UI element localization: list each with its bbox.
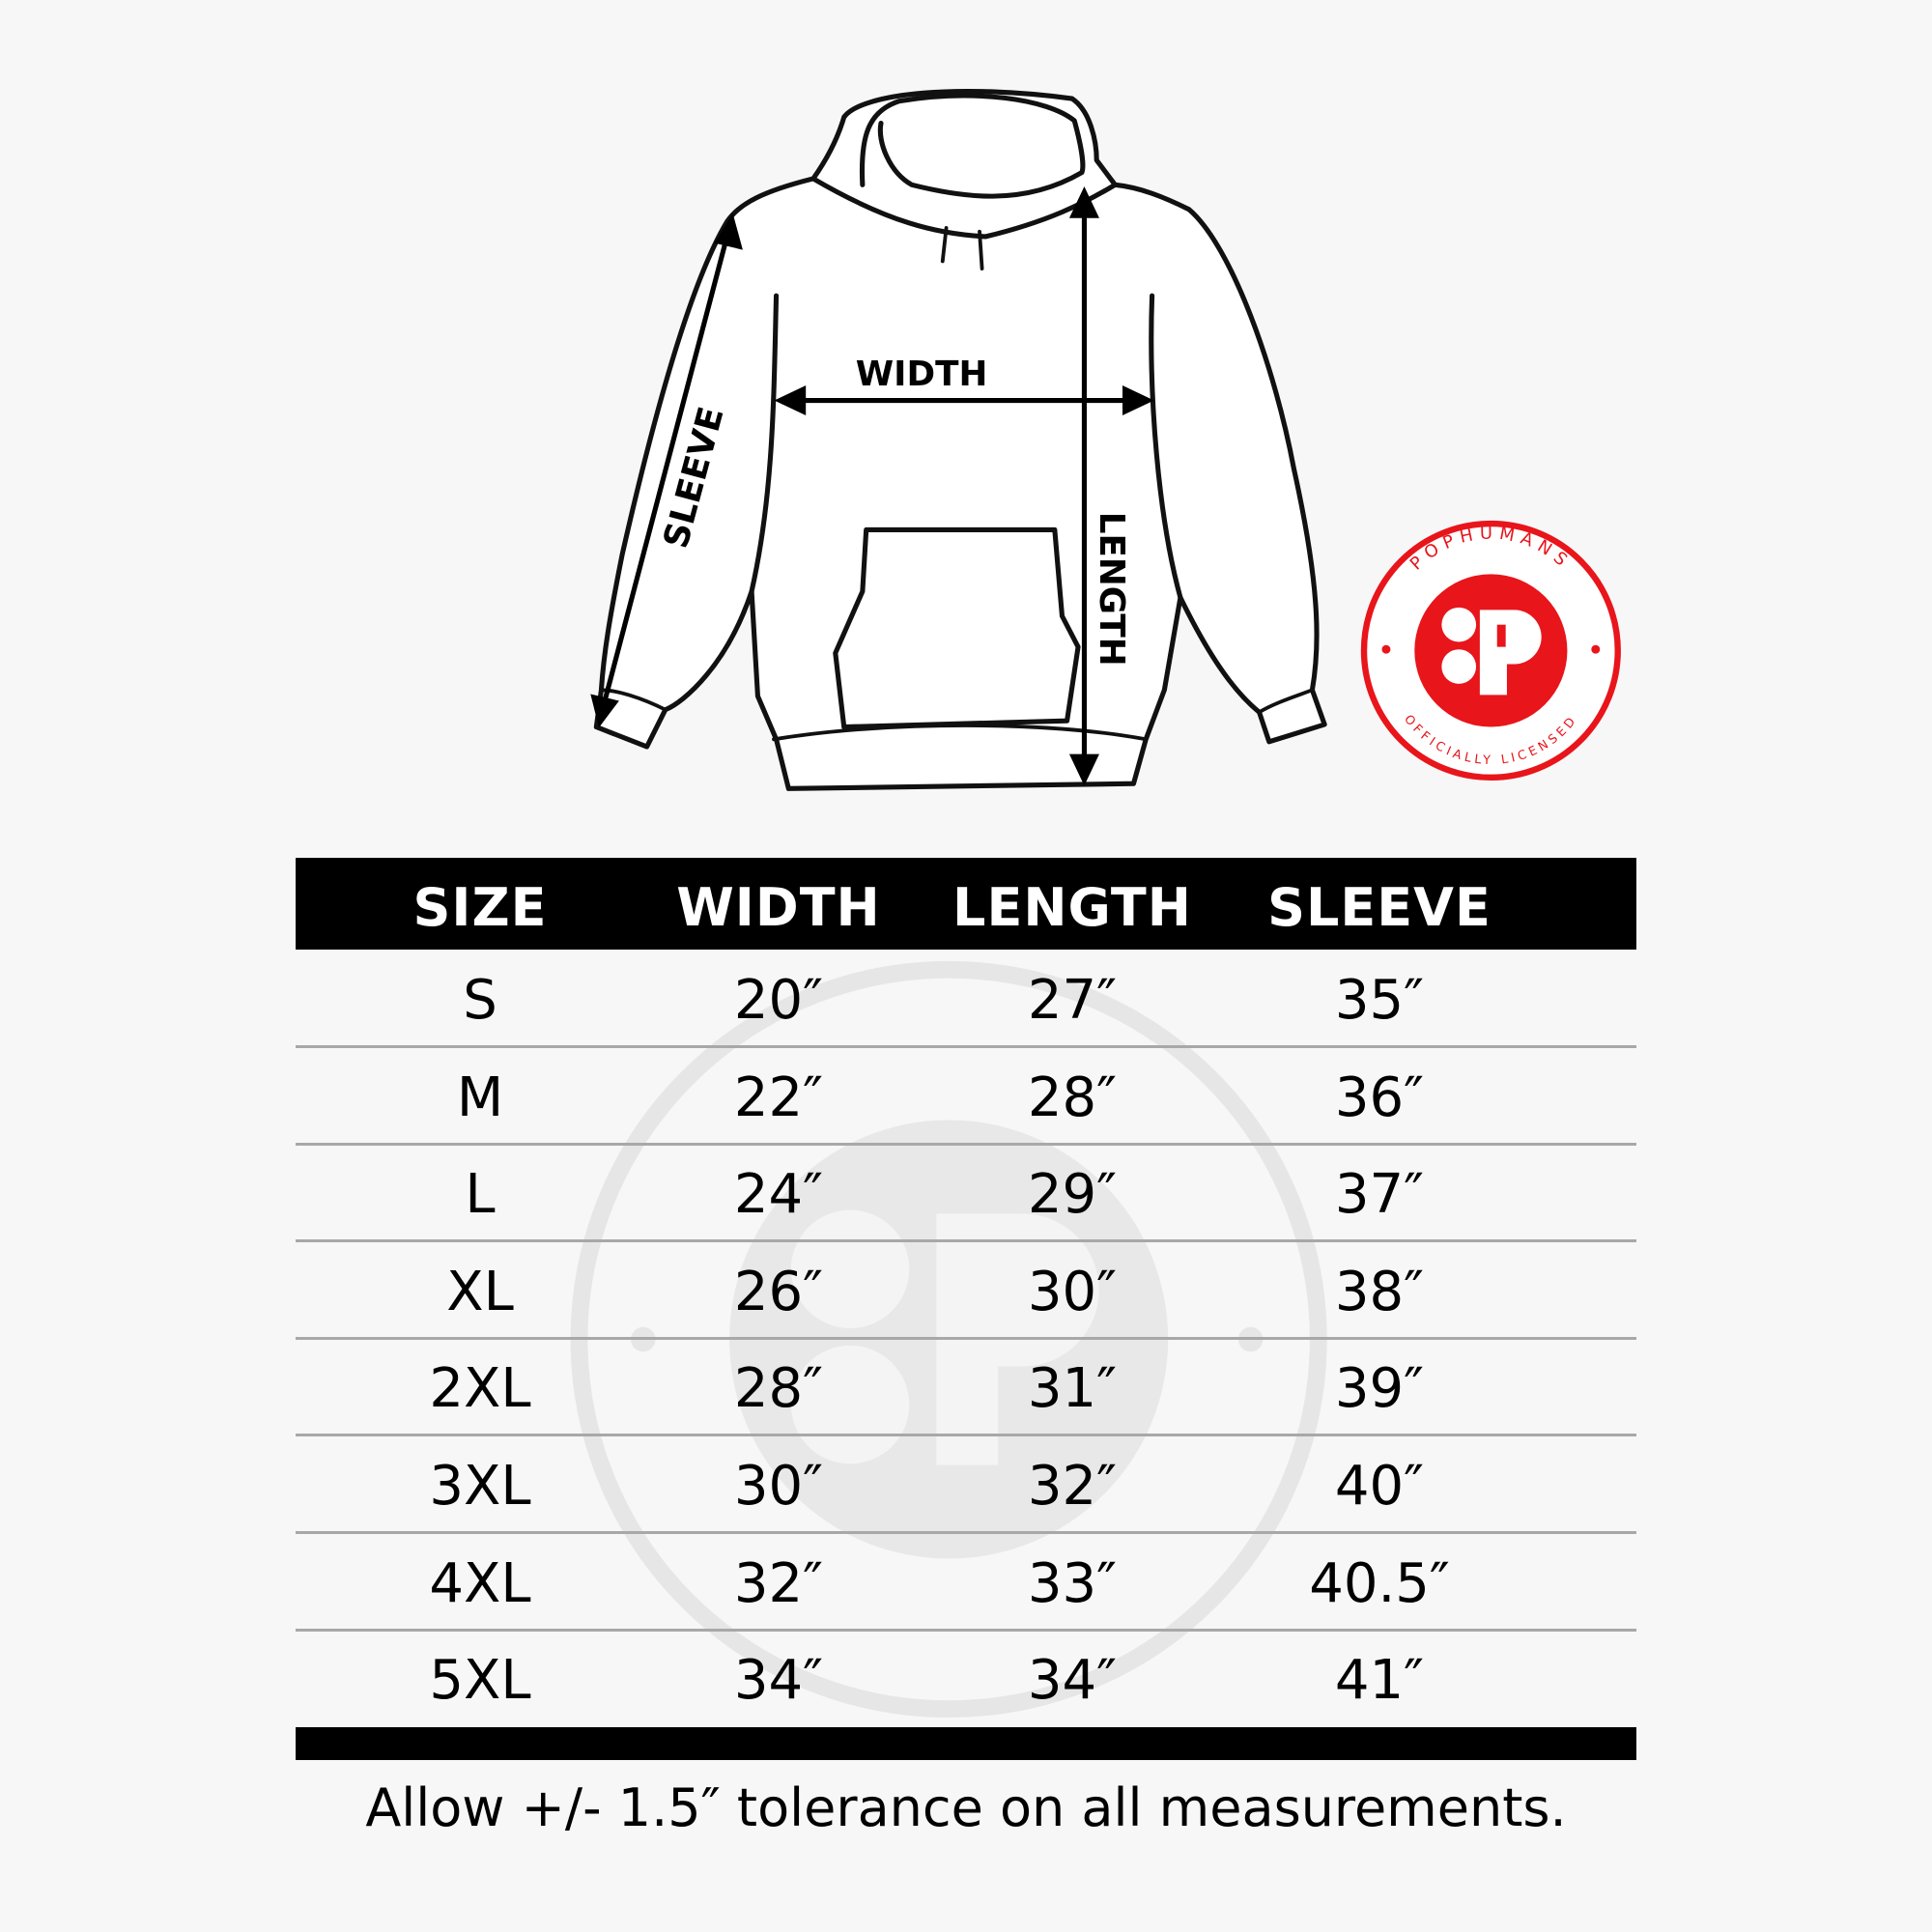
cell-size: S bbox=[463, 969, 497, 1032]
cell-size: M bbox=[456, 1065, 504, 1129]
cell-width: 26″ bbox=[733, 1260, 824, 1323]
cell-sleeve: 41″ bbox=[1334, 1649, 1425, 1713]
cell-width: 30″ bbox=[733, 1455, 824, 1518]
hoodie-diagram bbox=[593, 89, 1327, 791]
table-row: XL 26″ 30″ 38″ bbox=[296, 1243, 1636, 1340]
header-size: SIZE bbox=[412, 877, 548, 938]
cell-width: 22″ bbox=[733, 1065, 824, 1129]
table-row: 3XL 30″ 32″ 40″ bbox=[296, 1437, 1636, 1534]
cell-size: 5XL bbox=[429, 1649, 531, 1713]
table-row: 2XL 28″ 31″ 39″ bbox=[296, 1340, 1636, 1437]
table-row: M 22″ 28″ 36″ bbox=[296, 1049, 1636, 1146]
table-row: S 20″ 27″ 35″ bbox=[296, 952, 1636, 1048]
cell-width: 28″ bbox=[733, 1357, 824, 1421]
cell-sleeve: 36″ bbox=[1334, 1065, 1425, 1129]
cell-width: 24″ bbox=[733, 1163, 824, 1227]
cell-length: 33″ bbox=[1027, 1551, 1118, 1615]
table-row: 4XL 32″ 33″ 40.5″ bbox=[296, 1535, 1636, 1632]
table-row: 5XL 34″ 34″ 41″ bbox=[296, 1632, 1636, 1728]
measurement-arrows bbox=[590, 186, 1154, 786]
cell-width: 32″ bbox=[733, 1551, 824, 1615]
header-width: WIDTH bbox=[676, 877, 881, 938]
cell-width: 34″ bbox=[733, 1649, 824, 1713]
table-bottom-bar bbox=[296, 1727, 1636, 1760]
width-label: WIDTH bbox=[856, 355, 988, 394]
cell-size: 3XL bbox=[429, 1455, 531, 1518]
cell-size: L bbox=[465, 1163, 496, 1227]
cell-sleeve: 40.5″ bbox=[1309, 1551, 1450, 1615]
cell-sleeve: 37″ bbox=[1334, 1163, 1425, 1227]
pophumans-logo: POPHUMANS OFFICIALLY LICENSED bbox=[1360, 520, 1621, 781]
cell-length: 32″ bbox=[1027, 1455, 1118, 1518]
cell-sleeve: 39″ bbox=[1334, 1357, 1425, 1421]
cell-length: 27″ bbox=[1027, 969, 1118, 1032]
length-label: LENGTH bbox=[1092, 512, 1131, 667]
header-sleeve: SLEEVE bbox=[1267, 877, 1492, 938]
cell-width: 20″ bbox=[733, 969, 824, 1032]
tolerance-note: Allow +/- 1.5″ tolerance on all measurem… bbox=[365, 1777, 1567, 1838]
table-header: SIZE WIDTH LENGTH SLEEVE bbox=[296, 858, 1636, 950]
cell-length: 31″ bbox=[1027, 1357, 1118, 1421]
cell-sleeve: 35″ bbox=[1334, 969, 1425, 1032]
table-row: L 24″ 29″ 37″ bbox=[296, 1146, 1636, 1243]
cell-size: 4XL bbox=[429, 1551, 531, 1615]
cell-length: 30″ bbox=[1027, 1260, 1118, 1323]
cell-length: 28″ bbox=[1027, 1065, 1118, 1129]
cell-length: 29″ bbox=[1027, 1163, 1118, 1227]
cell-size: 2XL bbox=[429, 1357, 531, 1421]
cell-sleeve: 38″ bbox=[1334, 1260, 1425, 1323]
cell-length: 34″ bbox=[1027, 1649, 1118, 1713]
header-length: LENGTH bbox=[952, 877, 1192, 938]
cell-sleeve: 40″ bbox=[1334, 1455, 1425, 1518]
cell-size: XL bbox=[446, 1260, 514, 1323]
